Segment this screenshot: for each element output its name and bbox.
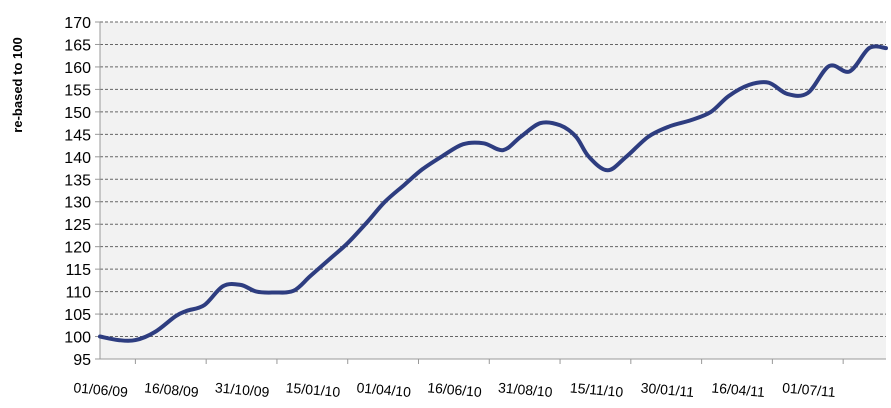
y-tick-label: 115 — [65, 262, 91, 279]
y-tick-label: 100 — [64, 330, 91, 347]
x-tick-label: 16/04/11 — [711, 379, 766, 400]
y-tick-label: 110 — [65, 285, 91, 302]
y-tick-label: 105 — [64, 307, 91, 324]
y-tick-label: 155 — [64, 82, 91, 99]
y-tick-labels: 95 100 105 110 115 120 125 130 135 140 145 150 155 16… — [64, 15, 91, 369]
x-tick-label: 01/04/10 — [356, 379, 412, 400]
y-tick-label: 140 — [64, 150, 91, 167]
y-tick-label: 150 — [64, 105, 91, 122]
x-tick-label: 16/08/09 — [144, 379, 200, 400]
x-tick-label: 31/08/10 — [497, 379, 553, 400]
y-axis-title: re-based to 100 — [10, 37, 25, 132]
y-tick-label: 145 — [64, 127, 91, 144]
y-tick-label: 120 — [64, 240, 91, 257]
x-tick-label: 01/07/11 — [782, 379, 837, 400]
x-tick-label: 15/11/10 — [569, 379, 624, 400]
x-tick-label: 31/10/09 — [214, 379, 270, 400]
series-line — [98, 44, 888, 343]
x-tick-label: 01/06/09 — [73, 379, 129, 400]
x-tick-label: 30/01/11 — [640, 379, 695, 400]
y-tick-label: 130 — [64, 195, 91, 212]
x-tick-labels: 01/06/09 16/08/09 31/10/09 15/01/10 01/04/10… — [73, 379, 837, 400]
y-tick-label: 170 — [64, 15, 91, 32]
y-tick-label: 160 — [64, 60, 91, 77]
y-tick-label: 165 — [64, 37, 91, 54]
x-tick-label: 16/06/10 — [427, 379, 483, 400]
gridlines — [100, 21, 886, 338]
axes — [95, 21, 886, 364]
plot-area — [100, 22, 886, 359]
y-tick-label: 95 — [73, 352, 91, 369]
y-tick-label: 135 — [64, 172, 91, 189]
x-tick-label: 15/01/10 — [285, 379, 341, 400]
y-tick-label: 125 — [64, 217, 91, 234]
